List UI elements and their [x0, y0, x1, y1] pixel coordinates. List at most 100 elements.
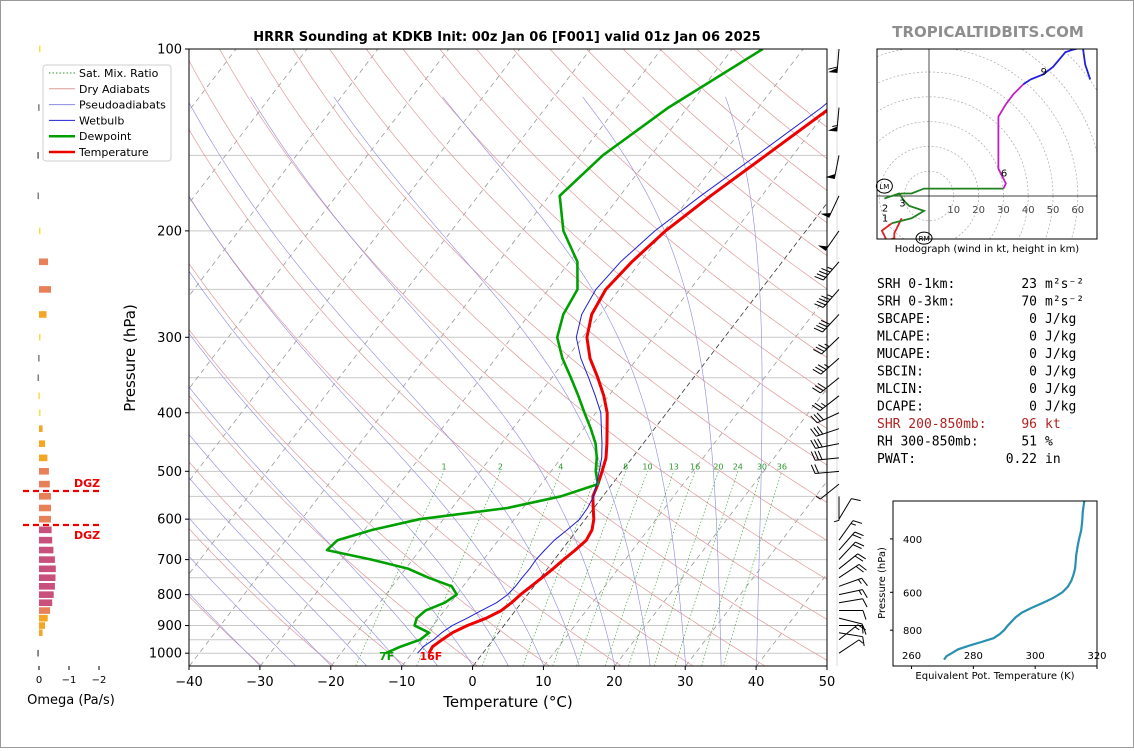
x-tick-label: 50 [819, 675, 836, 690]
barb-flag [811, 404, 821, 411]
omega-bar [39, 629, 43, 637]
barb-staff [828, 195, 840, 218]
omega-bar [39, 546, 54, 554]
mixing-ratio-line [522, 471, 599, 666]
omega-bar [39, 409, 41, 417]
hodo-trace [1022, 49, 1092, 86]
barb-staff [815, 443, 840, 449]
barb-staff [816, 428, 840, 437]
pseudoadiabat [725, 96, 763, 666]
mixing-ratio-line [605, 471, 675, 666]
barb-flag [812, 368, 822, 375]
barb-flag [854, 531, 864, 537]
omega-tick-label: 0 [36, 675, 42, 686]
dry-adiabat [189, 461, 406, 666]
omega-bar [37, 152, 39, 159]
barb-staff [838, 553, 859, 570]
barb-flag [814, 402, 824, 409]
mixing-ratio-label: 13 [669, 462, 679, 471]
index-label: MUCAPE: [877, 347, 932, 362]
isotherm-line [189, 49, 662, 666]
theta-e-y-tick-label: 600 [903, 588, 922, 599]
barb-staff [819, 395, 840, 411]
barb-staff [836, 48, 840, 73]
mixing-ratio-label: 24 [733, 462, 743, 471]
dry-adiabat [402, 49, 827, 429]
index-unit: in [1045, 452, 1061, 467]
index-unit: J/kg [1045, 330, 1076, 345]
barb-staff [838, 598, 863, 604]
x-tick-label: 40 [748, 675, 765, 690]
barb-flag [813, 427, 820, 436]
isotherm-line [189, 49, 450, 390]
dry-adiabat [189, 196, 694, 666]
mixing-ratio-label: 4 [558, 462, 563, 471]
wind-barb [811, 395, 840, 411]
index-label: MLCIN: [877, 382, 924, 397]
wind-barb [814, 289, 840, 308]
dewpoint-profile [325, 49, 764, 655]
barb-half-flag [858, 639, 864, 644]
hodo-ring-label: 10 [947, 205, 960, 216]
index-label: SRH 0-3km: [877, 295, 955, 310]
isotherm-line [543, 295, 827, 666]
barb-staff [838, 577, 862, 587]
barb-half-flag [832, 124, 838, 128]
dry-adiabat [189, 595, 263, 666]
dry-adiabat [476, 49, 827, 358]
mixing-ratio-label: 6 [596, 462, 601, 471]
hodo-trace [884, 187, 1004, 225]
omega-panel: 0 −1 −2 Omega (Pa/s) DGZ DGZ [23, 45, 115, 708]
pseudoadiabat [189, 101, 580, 666]
x-axis-label: Temperature (°C) [442, 693, 572, 711]
barb-flag [813, 439, 820, 448]
index-unit: J/kg [1045, 347, 1076, 362]
theta-e-x-tick-label: 260 [902, 651, 921, 662]
index-label: SBCAPE: [877, 312, 932, 327]
theta-e-x-label: Equivalent Pot. Temperature (K) [915, 671, 1074, 682]
index-value: 0 [1029, 382, 1037, 397]
omega-bar [39, 258, 48, 266]
theta-e-panel: 260 280 300 320 400 600 800 Equivalent Pot. Tem… [877, 500, 1107, 682]
y-tick-label: 800 [157, 588, 182, 603]
skewt-panel: 1 2 4 6 8 10 13 16 20 24 30 3616F7F1002003004005006… [42, 43, 868, 711]
barb-flag [852, 534, 862, 539]
right-mover-marker [915, 231, 933, 245]
barb-pennant [817, 245, 829, 251]
x-tick-label: −40 [175, 675, 202, 690]
barb-staff [823, 261, 840, 281]
skewt-axes-frame [188, 48, 828, 667]
wind-barb [838, 598, 868, 608]
surface-temp-label: 16F [420, 650, 443, 663]
barb-flag [821, 295, 831, 301]
mixing-ratio-line [481, 471, 562, 666]
mixing-ratio-line [653, 471, 719, 666]
barb-flag [816, 412, 824, 421]
x-tick-label: 10 [535, 675, 552, 690]
index-unit: J/kg [1045, 365, 1076, 380]
y-axis-label: Pressure (hPa) [121, 304, 139, 412]
barb-flag [855, 541, 865, 547]
mixing-ratio-label: 20 [713, 462, 723, 471]
hodo-height-label: 1 [882, 213, 888, 224]
mixing-ratio-line [723, 471, 783, 666]
pseudoadiabat [333, 96, 651, 666]
pseudoadiabat [189, 477, 367, 666]
hodo-caption: Hodograph (wind in kt, height in km) [895, 244, 1080, 255]
indices-panel: SRH 0-1km: 23 m²s⁻² SRH 0-3km: 70 m²s⁻² SBCAPE… [877, 277, 1084, 467]
x-tick-label: 20 [606, 675, 623, 690]
mixing-ratio-line [701, 471, 763, 666]
barb-flag [818, 322, 828, 328]
dry-adiabat [292, 49, 827, 541]
barb-flag [813, 327, 823, 333]
barb-flag [814, 451, 820, 461]
hodo-height-label: 6 [1001, 169, 1007, 180]
barb-half-flag [821, 402, 826, 407]
hodo-ring-label: 50 [1047, 205, 1060, 216]
index-unit: J/kg [1045, 382, 1076, 397]
isotherm-line [330, 49, 804, 666]
wind-barb [838, 632, 865, 647]
omega-bar [39, 583, 55, 590]
dry-adiabat [439, 49, 827, 394]
barb-flag [816, 300, 826, 306]
